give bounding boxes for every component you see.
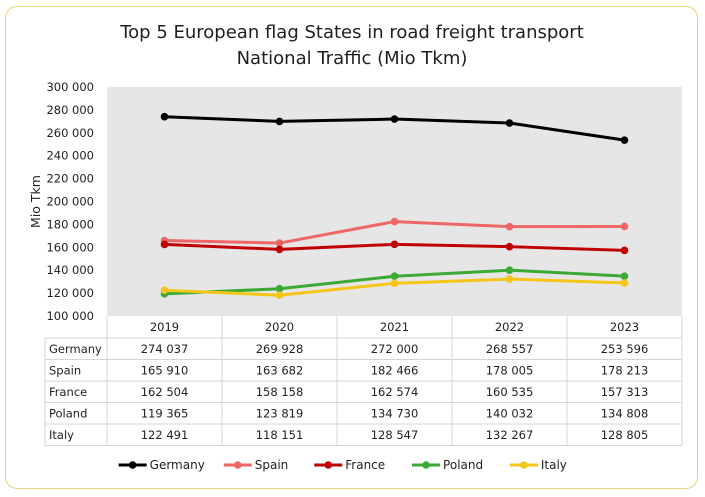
data-point-italy-2020: [275, 291, 284, 300]
table-cell-italy-2021: 128 547: [371, 428, 419, 442]
table-cell-france-2023: 157 313: [601, 385, 649, 399]
table-cell-germany-2020: 269 928: [256, 342, 304, 356]
data-point-italy-2021: [390, 279, 399, 288]
legend: Germany Spain France Poland Italy: [118, 458, 567, 472]
legend-item-italy: Italy: [509, 458, 567, 472]
y-tick-label: 160 000: [46, 240, 94, 254]
y-tick-label: 200 000: [46, 195, 94, 209]
table-cell-spain-2023: 178 213: [601, 364, 649, 378]
table-cell-france-2021: 162 574: [371, 385, 419, 399]
legend-marker-france: [324, 461, 333, 469]
data-table: 2019 2020 2021 2022 2023 Germany 274 037 269 92…: [44, 316, 683, 446]
data-point-france-2020: [275, 245, 284, 254]
data-point-italy-2023: [620, 279, 629, 287]
table-cell-germany-2019: 274 037: [141, 342, 189, 356]
y-axis-ticks: 100 000 120 000 140 000 160 000 180 000 200 0…: [46, 80, 94, 323]
table-cell-france-2022: 160 535: [486, 385, 534, 399]
table-cell-poland-2021: 134 730: [371, 407, 419, 421]
legend-marker-poland: [422, 461, 430, 469]
y-tick-label: 100 000: [46, 309, 94, 323]
x-tick-label-2020: 2020: [265, 320, 294, 334]
data-point-poland-2021: [390, 272, 399, 281]
data-point-italy-2022: [505, 275, 514, 283]
table-cell-spain-2019: 165 910: [141, 364, 189, 378]
y-tick-label: 120 000: [46, 286, 94, 300]
legend-item-france: France: [314, 458, 385, 472]
data-point-germany-2022: [505, 119, 514, 127]
data-point-spain-2022: [505, 222, 514, 231]
data-point-germany-2019: [160, 112, 169, 121]
table-row-label-poland: Poland: [49, 407, 87, 421]
legend-item-spain: Spain: [223, 458, 289, 472]
table-cell-italy-2019: 122 491: [141, 428, 189, 442]
legend-marker-germany: [128, 461, 137, 469]
table-cell-spain-2022: 178 005: [486, 364, 534, 378]
data-point-italy-2019: [160, 286, 169, 295]
y-tick-label: 180 000: [46, 217, 94, 231]
legend-marker-spain: [233, 461, 242, 469]
table-row-label-france: France: [49, 385, 87, 399]
table-cell-poland-2019: 119 365: [141, 407, 189, 421]
legend-marker-italy: [520, 461, 528, 469]
table-cell-italy-2020: 118 151: [256, 428, 304, 442]
data-point-germany-2020: [275, 117, 284, 126]
series-lines: [160, 112, 629, 300]
data-point-spain-2023: [620, 222, 629, 231]
data-point-germany-2023: [620, 136, 629, 144]
chart-title-line-1: Top 5 European flag States in road freig…: [119, 22, 584, 43]
legend-label-france: France: [345, 458, 385, 472]
table-cell-italy-2022: 132 267: [486, 428, 534, 442]
x-tick-label-2019: 2019: [150, 320, 179, 334]
table-cell-poland-2020: 123 819: [256, 407, 304, 421]
legend-label-germany: Germany: [150, 458, 205, 472]
data-point-france-2019: [160, 240, 169, 249]
x-tick-label-2021: 2021: [380, 320, 409, 334]
data-point-spain-2020: [275, 239, 284, 247]
legend-label-spain: Spain: [255, 458, 289, 472]
data-point-spain-2021: [390, 217, 399, 226]
x-tick-label-2023: 2023: [610, 320, 639, 334]
table-row-label-spain: Spain: [49, 364, 81, 378]
table-cell-poland-2023: 134 808: [601, 407, 649, 421]
y-tick-label: 260 000: [46, 126, 94, 140]
table-cell-germany-2022: 268 557: [486, 342, 534, 356]
legend-item-poland: Poland: [412, 458, 483, 472]
legend-label-italy: Italy: [541, 458, 567, 472]
table-cell-germany-2023: 253 596: [601, 342, 649, 356]
x-tick-label-2022: 2022: [495, 320, 524, 334]
table-cell-germany-2021: 272 000: [371, 342, 419, 356]
y-tick-label: 220 000: [46, 172, 94, 186]
y-tick-label: 300 000: [46, 80, 94, 94]
data-point-germany-2021: [390, 115, 399, 123]
y-tick-label: 280 000: [46, 103, 94, 117]
table-cell-poland-2022: 140 032: [486, 407, 534, 421]
data-point-france-2022: [505, 242, 514, 251]
y-tick-label: 240 000: [46, 149, 94, 163]
table-cell-france-2019: 162 504: [141, 385, 189, 399]
data-point-poland-2023: [620, 272, 629, 280]
legend-item-germany: Germany: [118, 458, 205, 472]
table-cell-italy-2023: 128 805: [601, 428, 649, 442]
table-cell-spain-2020: 163 682: [256, 364, 304, 378]
data-point-france-2023: [620, 246, 629, 255]
table-row-label-germany: Germany: [49, 342, 102, 356]
data-point-poland-2020: [275, 284, 284, 293]
y-tick-label: 140 000: [46, 263, 94, 277]
table-row-label-italy: Italy: [49, 428, 74, 442]
data-point-france-2021: [390, 240, 399, 249]
legend-label-poland: Poland: [443, 458, 483, 472]
table-cell-spain-2021: 182 466: [371, 364, 419, 378]
table-cell-france-2020: 158 158: [256, 385, 304, 399]
chart-title-line-2: National Traffic (Mio Tkm): [237, 48, 468, 69]
data-point-poland-2022: [505, 266, 514, 274]
y-axis-label: Mio Tkm: [28, 175, 43, 228]
